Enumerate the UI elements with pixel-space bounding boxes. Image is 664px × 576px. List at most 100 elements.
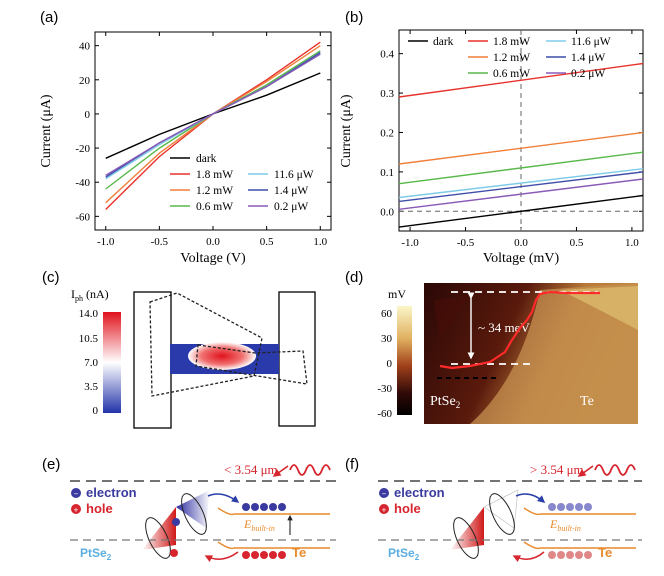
field-label-e: Ebuilt-in [243, 517, 275, 533]
hole-dot [566, 551, 574, 559]
legend-label-11-6uw: 11.6 μW [274, 169, 314, 181]
legend-label-0-2uw: 0.2 μW [571, 68, 605, 80]
panel-label-d: (d) [345, 269, 363, 286]
y-tick-label: 0.2 [380, 127, 394, 139]
hole-icon-f [379, 504, 389, 514]
electron-transfer-arrow-f [515, 493, 546, 503]
legend-label-1-8mw: 1.8 mW [493, 36, 530, 48]
series-line-0-6mw [398, 151, 644, 185]
colorbar-d [397, 306, 412, 415]
photocurrent-hotspot [188, 342, 256, 370]
electron-dot [566, 503, 574, 511]
legend-label-1-2mw: 1.2 mW [493, 52, 530, 64]
electron-sign-f: − [382, 490, 387, 499]
panel-label-f: (f) [345, 456, 359, 473]
step-height-label: ~ 34 meV [478, 320, 530, 335]
legend-label-0-2uw: 0.2 μW [274, 201, 308, 213]
electron-dot [575, 503, 583, 511]
y-tick-label: -40 [75, 177, 90, 189]
legend-label-11-6uw: 11.6 μW [571, 36, 611, 48]
light-wave-icon-f [594, 464, 636, 476]
hole-dot [584, 551, 592, 559]
x-tick-label: 0.5 [260, 236, 274, 248]
potential-profile [439, 290, 600, 370]
electron-icon-f [379, 488, 389, 498]
colorbar-tick-14: 14.0 [79, 308, 99, 320]
colorbar-tick-60: 60 [381, 308, 393, 320]
legend-label-dark: dark [433, 36, 454, 48]
panel-label-e: (e) [42, 456, 60, 473]
dirac-cone-upper-f [483, 489, 519, 529]
electron-dot [548, 503, 556, 511]
y-tick-label: 0.4 [380, 49, 394, 61]
legend-label-1-4uw: 1.4 μW [274, 185, 308, 197]
x-tick-label: 1.0 [625, 237, 639, 249]
hole-row-f [548, 551, 592, 559]
panel-label-c: (c) [42, 269, 60, 286]
electron-transfer-arrow-e [207, 493, 240, 503]
electron-icon-e [71, 488, 81, 498]
field-label-f: Ebuilt-in [549, 517, 581, 533]
cone-hole-e [170, 549, 178, 557]
hole-dot [575, 551, 583, 559]
dirac-cone-upper-e [176, 490, 210, 528]
electron-label-e: electron [86, 485, 137, 500]
series-line-dark [398, 194, 644, 228]
y-tick-label: -60 [75, 211, 90, 223]
x-tick-label: -0.5 [151, 236, 169, 248]
series-line-0-2uw [398, 178, 644, 210]
y-tick-label: 0.0 [380, 206, 394, 218]
light-arrow-e [272, 465, 289, 477]
electron-dot [269, 503, 277, 511]
electron-dot [260, 503, 268, 511]
light-arrow-f [577, 465, 594, 477]
right-electrode [278, 291, 316, 427]
hole-icon-e [71, 504, 81, 514]
y-tick-label: 0.3 [380, 88, 394, 100]
dirac-cone-lower-f [450, 507, 484, 550]
te-region [470, 283, 638, 424]
iv-chart-a: -1.0 -0.5 0.0 0.5 1.0 -60 -40 -20 0 20 40 Voltage … [39, 31, 332, 266]
cone-rim-lower-e [145, 517, 171, 559]
electron-sign-e: − [74, 490, 79, 499]
hole-dot [278, 551, 286, 559]
colorbar-tick-3-5: 3.5 [84, 381, 98, 393]
y-tick-label: 40 [79, 41, 91, 53]
band-diagram-e: < 3.54 μm − electron + hole PtSe2 [70, 462, 336, 563]
x-tick-label: 0.0 [206, 236, 220, 248]
colorbar-tick-0: 0 [93, 405, 99, 417]
colorbar-unit-d: mV [388, 287, 406, 301]
kpfm-image: mV 60 30 0 -30 -60 ~ 34 meV PtSe2 Te [377, 283, 638, 424]
band-diagram-f: > 3.54 μm − electron + hole PtSe2 [378, 462, 642, 563]
colorbar-tick-30: 30 [381, 333, 393, 345]
te-label-d: Te [580, 394, 594, 409]
hole-transfer-arrow-f [512, 551, 545, 563]
y-tick-label: -20 [75, 143, 90, 155]
legend-label-1-4uw: 1.4 μW [571, 52, 605, 64]
colorbar-tick-7: 7.0 [84, 357, 98, 369]
series-line-0-2uw [105, 53, 321, 176]
legend-label-0-6mw: 0.6 mW [196, 201, 233, 213]
te-vb-bend-e [217, 541, 235, 550]
hole-transfer-arrow-e [204, 551, 239, 563]
series-line-11-6uw [398, 168, 644, 199]
cone-rim-upper-f [489, 493, 515, 535]
hole-label-e: hole [86, 501, 113, 516]
legend-label-1-2mw: 1.2 mW [196, 185, 233, 197]
legend-a: dark 1.8 mW 1.2 mW 0.6 mW 11.6 μW 1.4 μW… [170, 153, 314, 213]
ptse2-label-d: PtSe2 [430, 394, 460, 410]
xlabel-a: Voltage (V) [180, 251, 246, 266]
series-line-1-4uw [398, 171, 644, 203]
iv-chart-b: -1.0 -0.5 0.0 0.5 1.0 0.0 0.1 0.2 0.3 0.4 Voltage… [339, 29, 644, 266]
left-electrode [133, 291, 172, 429]
x-tick-label: 0.0 [514, 237, 528, 249]
legend-label-dark: dark [196, 153, 217, 165]
light-wave-icon-e [289, 464, 331, 476]
colorbar-c [103, 312, 121, 413]
panel-label-b: (b) [345, 9, 363, 26]
cone-rim-lower-f [453, 517, 479, 559]
cone-electron-e [172, 518, 180, 526]
colorbar-tick-10-5: 10.5 [79, 333, 99, 345]
cone-rim-upper-e [181, 493, 207, 535]
ptse2-label-f: PtSe2 [388, 546, 420, 562]
